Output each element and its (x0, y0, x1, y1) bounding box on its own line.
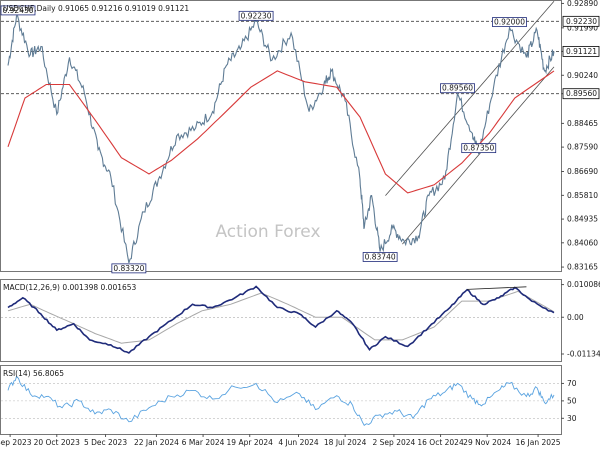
macd-header: MACD(12,26,9) 0.001398 0.001653 (3, 283, 137, 292)
price-tag-text: 0.92230 (566, 17, 597, 26)
annotation-box (111, 263, 147, 274)
price-tag-box (562, 88, 600, 100)
price-annotation: 0.83740 (362, 252, 398, 262)
annotation-text: 0.92230 (241, 11, 272, 20)
price-annotation: 0.83320 (111, 263, 147, 274)
price-header: USDCHF,Daily 0.91065 0.91216 0.91019 0.9… (3, 4, 189, 13)
annotation-text: 0.92000 (494, 18, 525, 27)
price-tag-box (562, 45, 600, 57)
rsi-plot (1, 375, 561, 426)
price-tag: 0.89560 (562, 88, 600, 100)
price-y-tick-label: 0.85810 (567, 191, 598, 200)
price-tag-text: 0.91121 (566, 47, 597, 56)
price-tag-box (562, 15, 600, 27)
macd-y-tick-label: 0.00 (567, 313, 584, 322)
channel-upper-line (385, 1, 555, 196)
price-annotation: 0.92000 (492, 17, 527, 27)
price-tag: 0.92230 (562, 15, 600, 27)
annotation-box (0, 5, 36, 16)
y-axis-labels: 0.92890 0.91990 0.91121 0.90240 0.89560 0.884… (561, 0, 600, 423)
annotation-box (440, 83, 475, 94)
macd-line (7, 285, 555, 354)
price-y-tick-label: 0.84935 (567, 215, 598, 224)
annotation-text: 0.83320 (113, 264, 144, 273)
price-y-tick-label: 0.92890 (567, 0, 598, 8)
x-tick-label: 2 Sep 2024 (373, 438, 416, 447)
rsi-header: RSI(14) 56.8065 (3, 369, 64, 378)
x-tick-label: 16 Jan 2025 (516, 438, 561, 447)
price-y-tick-label: 0.90240 (567, 71, 598, 80)
price-panel-frame (0, 0, 562, 272)
price-y-tick-label: 0.87590 (567, 143, 598, 152)
price-series-line (7, 15, 555, 264)
price-y-tick-label: 0.88465 (567, 119, 598, 128)
rsi-y-tick-label: 70 (567, 379, 577, 388)
price-plot: 0.92430 0.92230 0.92000 0.89560 0.87350 0.837… (0, 1, 600, 274)
channel-lower-line (402, 66, 555, 245)
price-y-tick-label: 0.83165 (567, 263, 598, 272)
price-tag-text: 0.89560 (566, 89, 597, 98)
rsi-line (7, 375, 555, 426)
macd-trendline (467, 286, 527, 290)
annotation-text: 0.83740 (365, 252, 396, 261)
moving-average-line (7, 70, 555, 194)
macd-y-tick-label: -0.011342 (567, 350, 600, 359)
x-tick-label: 4 Jun 2024 (278, 438, 319, 447)
price-annotation: 0.89560 (440, 83, 475, 94)
macd-plot (1, 285, 561, 354)
annotation-text: 0.92430 (2, 6, 33, 15)
macd-y-tick-label: 0.010086 (567, 280, 600, 289)
price-annotation: 0.92230 (238, 10, 274, 21)
price-y-tick-label: 0.86690 (567, 167, 598, 176)
price-y-tick-label: 0.84060 (567, 238, 598, 247)
price-tag: 0.91121 (562, 45, 600, 57)
x-tick-label: 6 Mar 2024 (182, 438, 225, 447)
annotation-box (461, 143, 497, 154)
rsi-panel-frame (0, 365, 562, 435)
x-tick-label: 20 Oct 2023 (34, 438, 81, 447)
x-tick-label: 16 Oct 2024 (417, 438, 464, 447)
macd-panel-frame (0, 279, 562, 362)
x-tick-label: 22 Jan 2024 (134, 438, 179, 447)
annotation-box (492, 17, 527, 27)
x-tick-label: 19 Apr 2024 (227, 438, 274, 447)
annotation-box (362, 252, 398, 262)
price-annotation: 0.87350 (461, 143, 497, 154)
x-tick-label: 29 Nov 2024 (463, 438, 511, 447)
watermark: Action Forex (215, 222, 320, 242)
x-tick-label: 18 Jul 2024 (324, 438, 367, 447)
annotation-box (238, 10, 274, 21)
price-y-tick-label: 0.91990 (567, 23, 598, 32)
annotation-text: 0.87350 (463, 144, 494, 153)
x-tick-label: 6 Sep 2023 (0, 438, 32, 447)
rsi-y-tick-label: 50 (567, 396, 577, 405)
x-tick-label: 5 Dec 2023 (84, 438, 127, 447)
rsi-y-tick-label: 30 (567, 414, 577, 423)
annotation-text: 0.89560 (442, 84, 473, 93)
price-annotation: 0.92430 (0, 5, 36, 16)
